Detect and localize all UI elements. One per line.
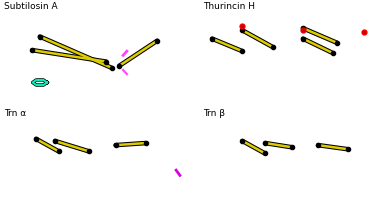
Text: Trn β: Trn β: [203, 109, 225, 118]
Text: Trn α: Trn α: [4, 109, 26, 118]
Text: Thurincin H: Thurincin H: [203, 2, 255, 11]
Text: Subtilosin A: Subtilosin A: [4, 2, 58, 11]
